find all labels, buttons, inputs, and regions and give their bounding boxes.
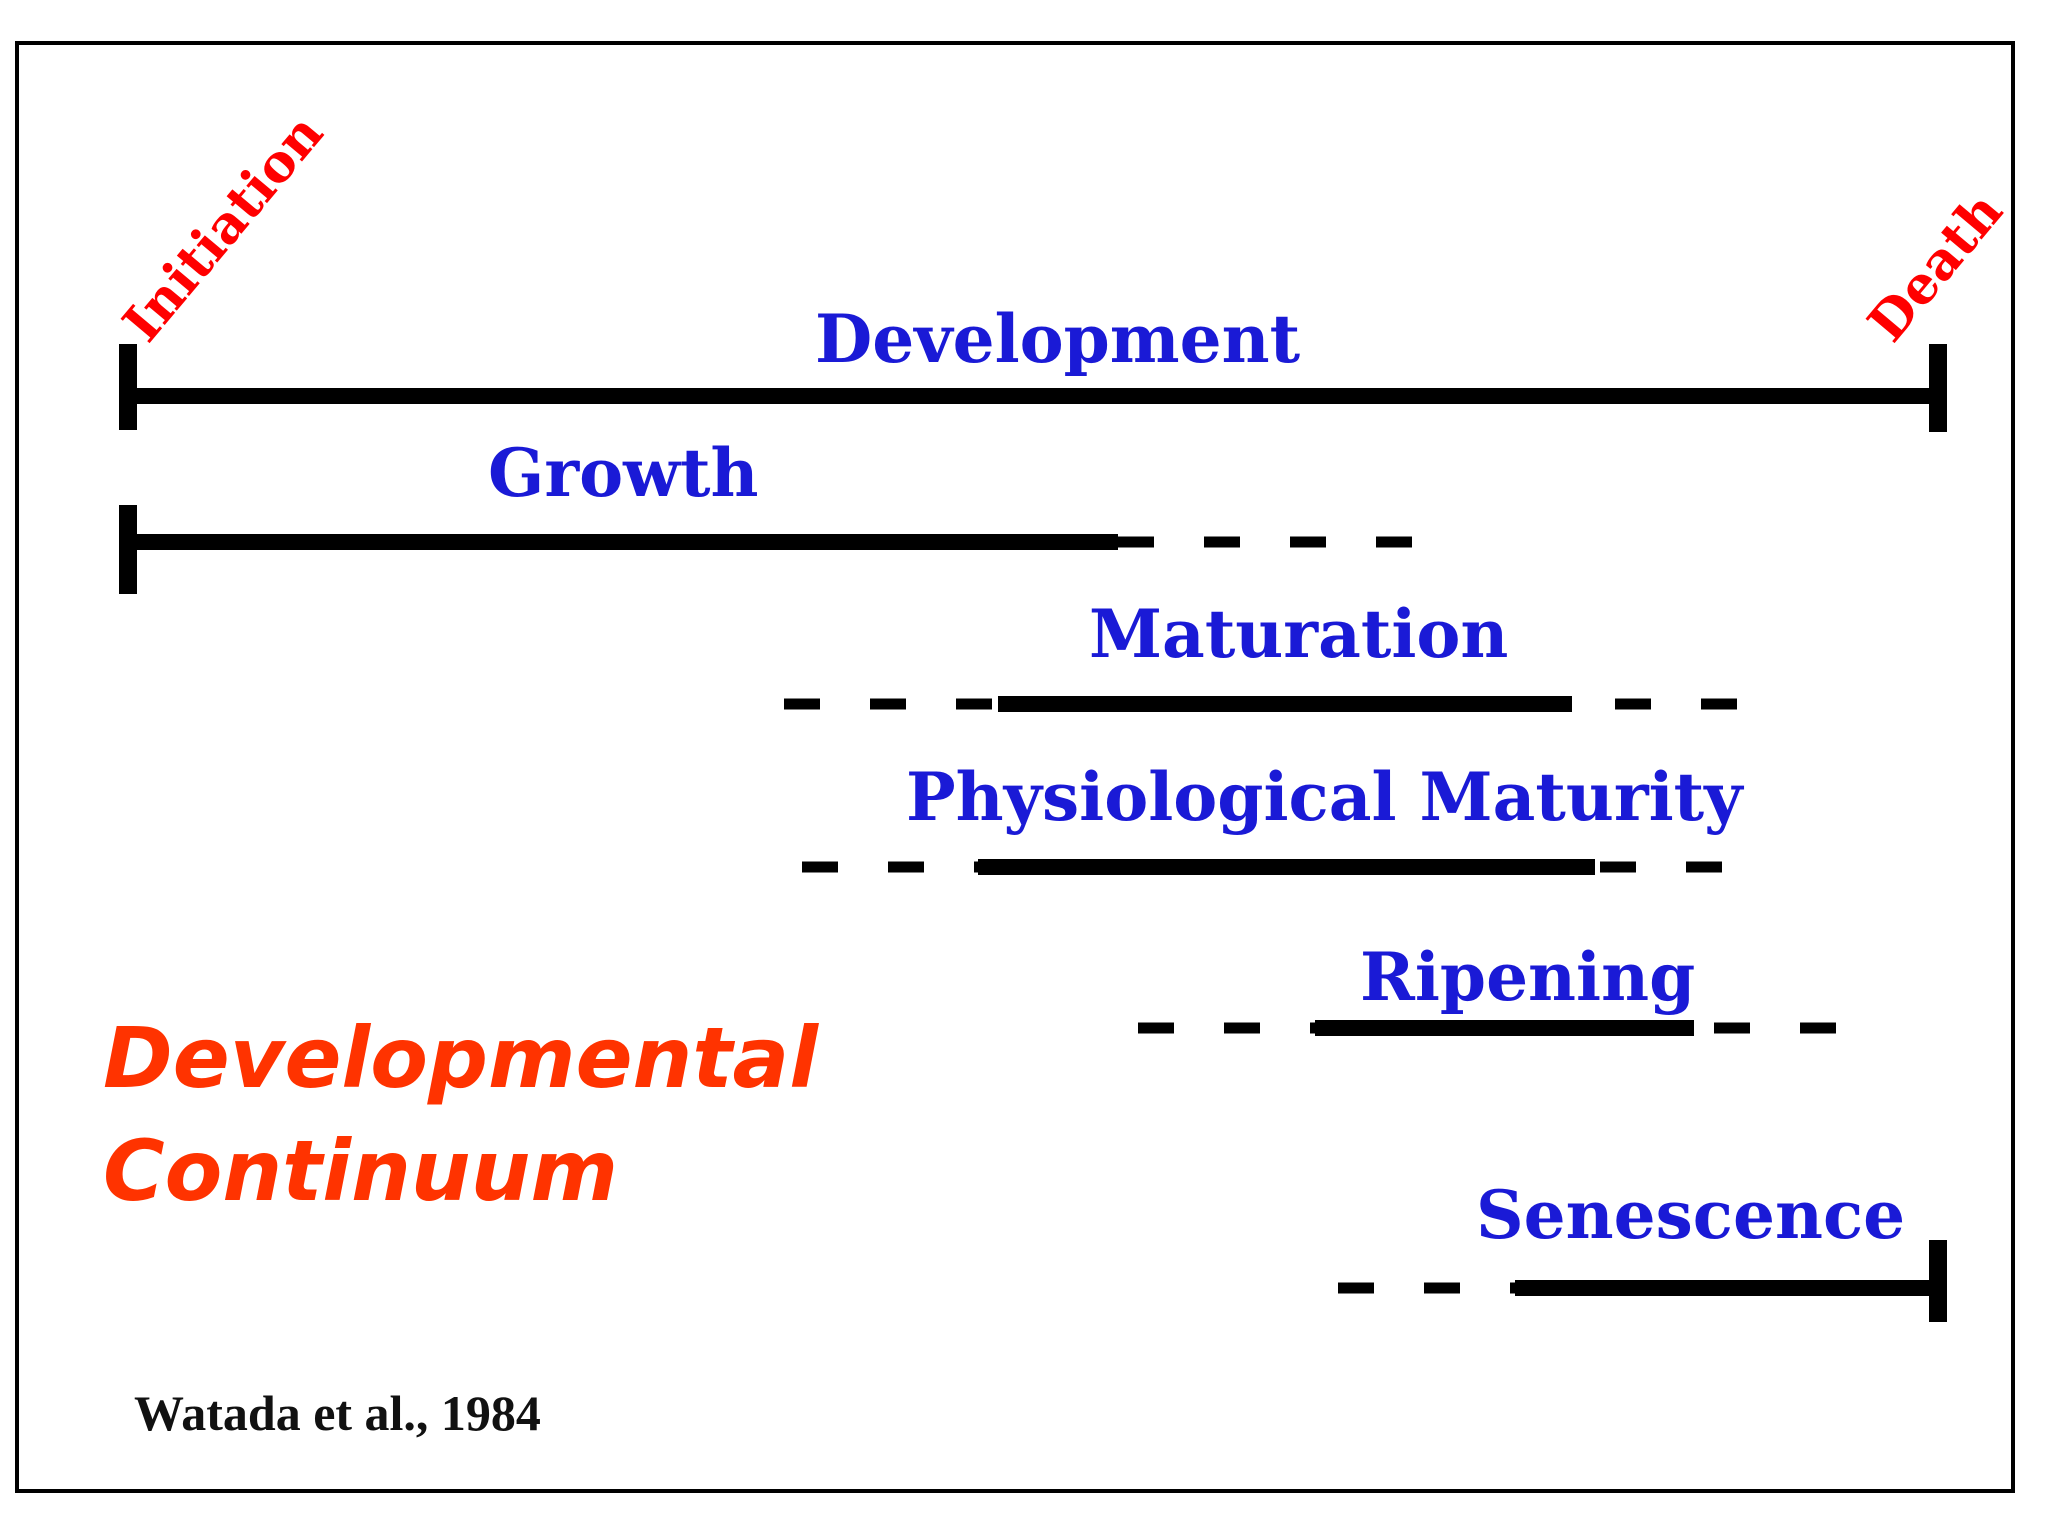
phase-ripening: Ripening [1138,938,1858,1036]
diagram-title-line2: Continuum [103,1122,618,1220]
initiation-label: Initiation [111,103,335,353]
phase-physiological-maturity: Physiological Maturity [802,758,1744,875]
phase-development: Development [119,300,1947,432]
phase-label-development: Development [815,300,1301,378]
phase-label-physiological-maturity: Physiological Maturity [906,758,1744,836]
diagram-frame [15,41,2015,1493]
death-label: Death [1856,181,2014,353]
phase-label-maturation: Maturation [1089,595,1508,673]
phase-senescence: Senescence [1338,1176,1947,1322]
phase-growth: Growth [119,434,1440,594]
diagram-title-line1: Developmental [103,1009,819,1107]
phase-maturation: Maturation [784,595,1760,712]
phase-label-growth: Growth [488,434,758,512]
phase-label-senescence: Senescence [1476,1176,1905,1254]
citation: Watada et al., 1984 [134,1385,541,1441]
phase-label-ripening: Ripening [1360,938,1695,1016]
